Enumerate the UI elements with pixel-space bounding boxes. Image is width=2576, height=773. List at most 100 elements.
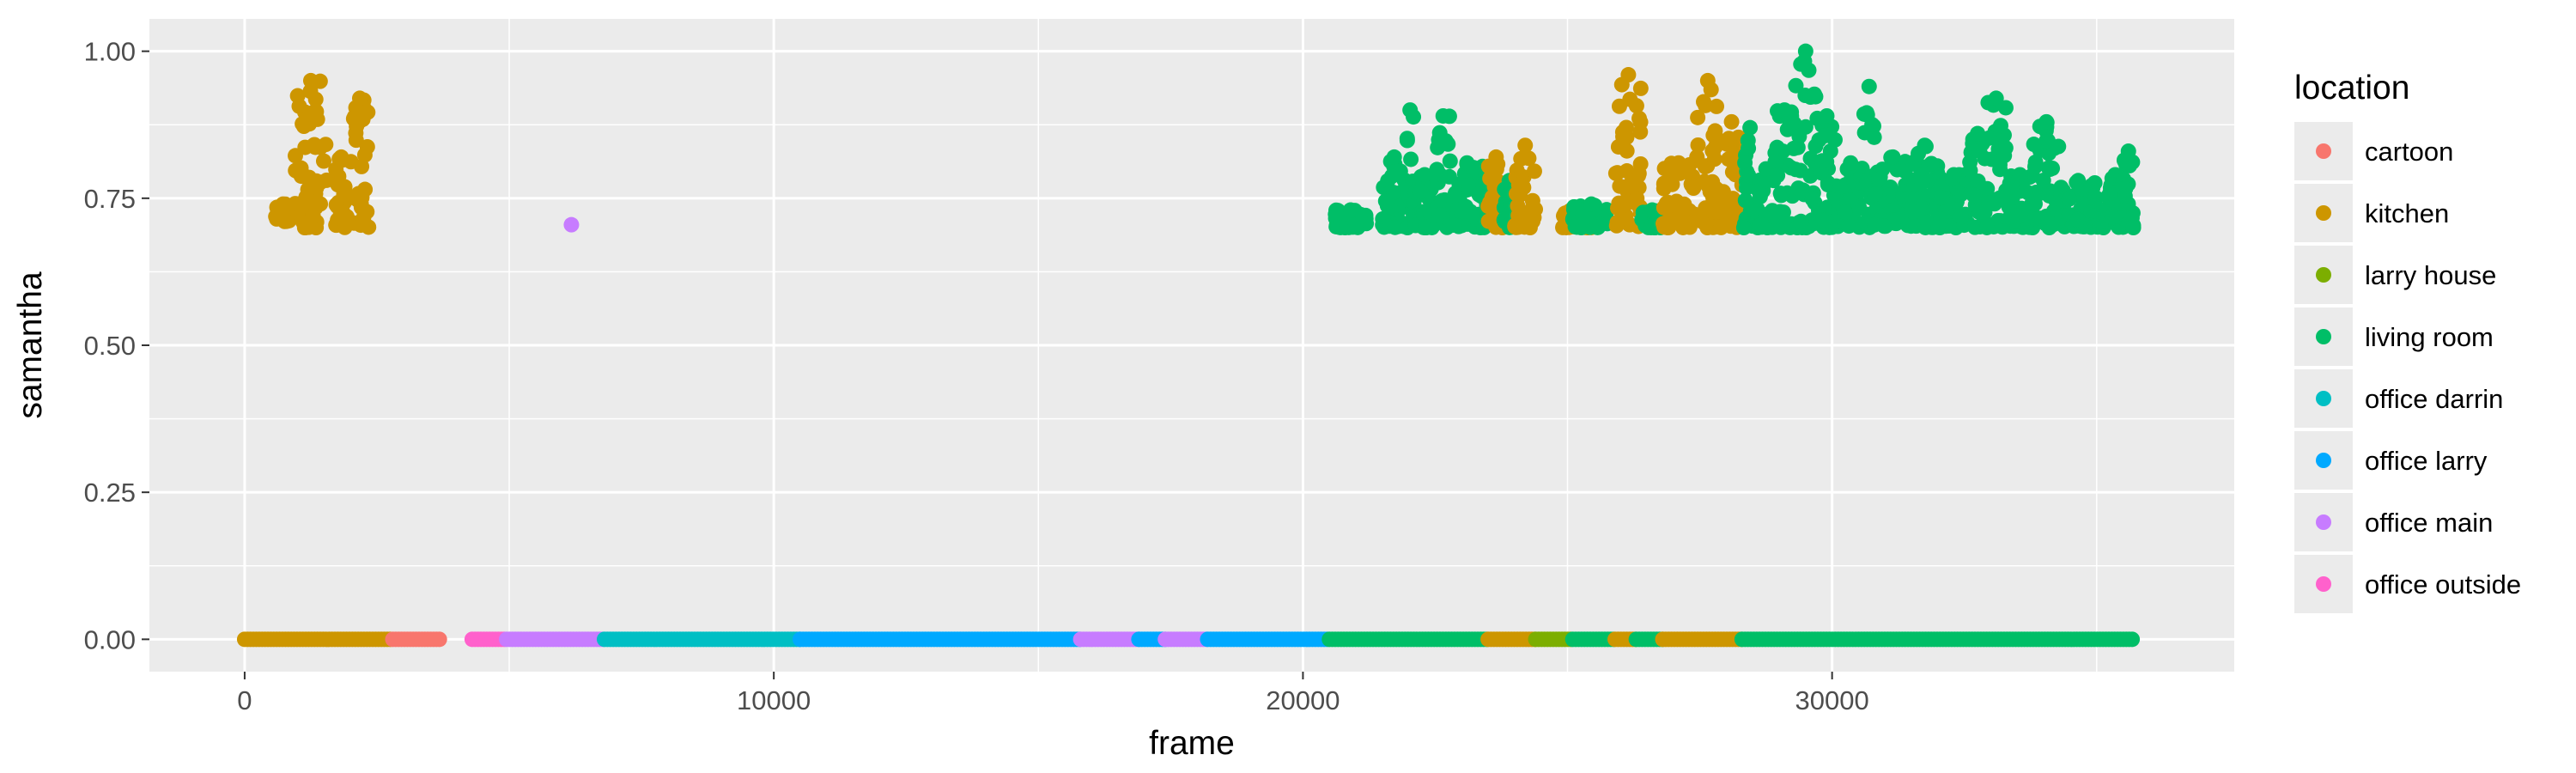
data-point (1488, 149, 1504, 165)
data-point (2032, 210, 2049, 227)
data-point (1621, 216, 1637, 233)
legend-label: cartoon (2365, 137, 2453, 167)
data-point (1631, 165, 1647, 181)
data-point (313, 196, 329, 212)
data-point (1442, 153, 1458, 169)
data-point (1510, 177, 1527, 193)
data-point (1988, 90, 2004, 107)
data-point (331, 168, 347, 185)
data-point (2038, 132, 2055, 149)
data-point (2117, 180, 2134, 197)
data-point (1981, 130, 1997, 146)
data-point (357, 181, 374, 198)
data-point (1864, 117, 1880, 133)
data-point (302, 174, 319, 191)
legend-marker (2316, 267, 2331, 283)
data-point (318, 137, 334, 153)
data-point (1757, 173, 1773, 189)
data-point (1814, 212, 1831, 228)
data-point (1699, 72, 1716, 88)
data-point (1769, 139, 1785, 155)
data-point (1992, 118, 2008, 134)
data-point (1962, 154, 1978, 170)
data-point (1934, 178, 1950, 194)
data-point (1437, 133, 1454, 149)
data-point (1690, 137, 1706, 153)
legend-marker (2316, 514, 2331, 530)
data-point (1622, 91, 1638, 107)
data-point (291, 98, 307, 114)
legend-label: kitchen (2365, 198, 2449, 228)
legend-marker (2316, 329, 2331, 344)
data-point (1612, 178, 1628, 194)
data-point (1692, 206, 1709, 222)
data-point (1696, 94, 1712, 110)
data-point (1843, 155, 1859, 171)
data-point (2012, 167, 2028, 183)
data-point (1664, 176, 1680, 192)
y-axis-title: samantha (12, 271, 49, 419)
data-point (1971, 143, 1988, 159)
data-point (1741, 140, 1757, 156)
x-tick-label: 30000 (1795, 685, 1869, 715)
x-tick-label: 10000 (737, 685, 811, 715)
data-point (1866, 129, 1882, 145)
data-point (349, 119, 365, 135)
data-point (1387, 219, 1403, 235)
data-point (1631, 110, 1648, 126)
data-point (1716, 205, 1733, 222)
data-point (1446, 188, 1462, 204)
legend-marker (2316, 391, 2331, 406)
legend-label: office larry (2365, 446, 2488, 476)
data-point (1856, 106, 1872, 122)
data-point (1644, 202, 1661, 218)
data-point (1739, 180, 1755, 196)
data-point (1793, 213, 1809, 229)
data-point (1690, 109, 1706, 125)
data-point (1753, 217, 1769, 234)
data-point (1607, 165, 1624, 181)
data-point (1807, 88, 1824, 105)
y-tick-label: 0.75 (84, 184, 136, 214)
data-point (1526, 163, 1542, 180)
data-point (431, 631, 447, 648)
data-point (2105, 197, 2122, 213)
data-point (2125, 220, 2142, 236)
data-point (1814, 153, 1831, 169)
data-point (1997, 100, 2014, 116)
data-point (1837, 204, 1853, 221)
data-point (1723, 113, 1740, 130)
data-point (2026, 137, 2042, 153)
data-point (1979, 180, 1996, 197)
data-point (1347, 217, 1364, 234)
data-point (1578, 209, 1595, 225)
data-point (1516, 207, 1533, 223)
y-tick-label: 0.25 (84, 478, 136, 508)
data-point (1788, 77, 1804, 94)
data-point (1742, 119, 1759, 136)
data-point (1402, 102, 1419, 119)
x-axis: 0 10000 20000 30000 (237, 672, 1869, 715)
data-point (2027, 154, 2044, 170)
data-point (1819, 127, 1835, 143)
data-point (1466, 206, 1482, 222)
data-point (1967, 219, 1984, 235)
data-point (1777, 102, 1793, 119)
legend-label: office darrin (2365, 384, 2503, 414)
data-point (315, 153, 331, 169)
data-point (1770, 167, 1786, 184)
data-point (303, 111, 319, 127)
data-point (2026, 196, 2043, 212)
data-point (2087, 190, 2104, 206)
data-point (1876, 218, 1893, 234)
y-axis: 0.00 0.25 0.50 0.75 1.00 (84, 37, 149, 654)
data-point (1431, 167, 1448, 183)
data-point (290, 164, 307, 180)
data-point (1905, 204, 1921, 220)
data-point (1770, 208, 1786, 224)
data-point (2120, 143, 2136, 160)
data-point (1399, 132, 1415, 149)
data-point (1445, 217, 1461, 234)
data-point (307, 91, 324, 107)
